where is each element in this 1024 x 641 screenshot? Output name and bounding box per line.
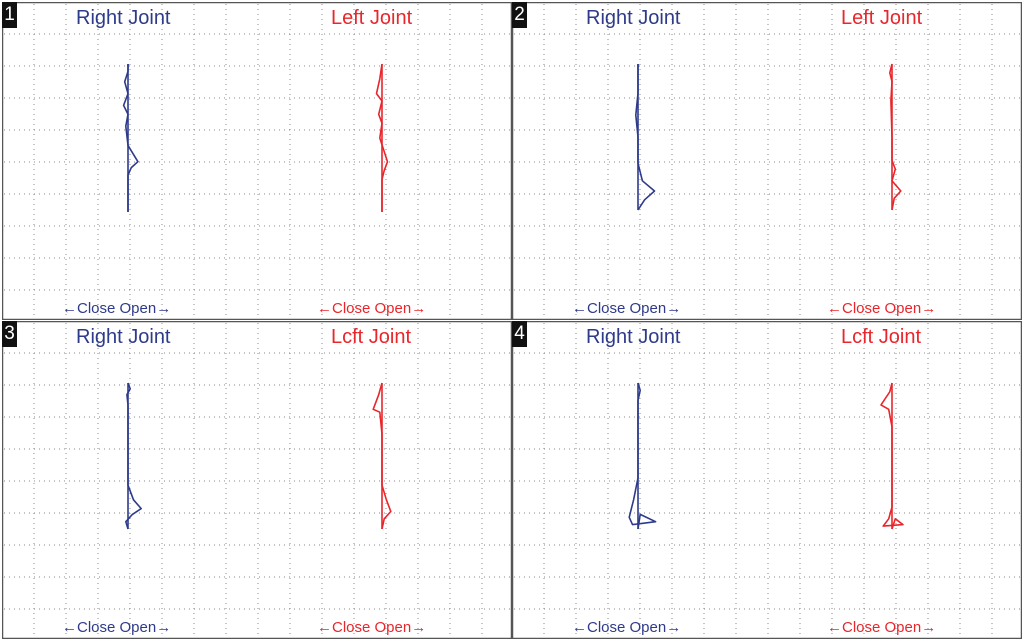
right-joint-title: Right Joint <box>76 7 171 29</box>
grid-lines <box>2 2 512 320</box>
left-joint-trace <box>375 63 389 212</box>
left-joint-trace <box>888 63 902 211</box>
panel-number-badge: 1 <box>2 2 17 28</box>
right-axis-caption: ←Close Open→ <box>572 300 682 317</box>
left-axis-caption: ←Close Open→ <box>317 619 427 636</box>
panel-number-badge: 2 <box>512 2 527 28</box>
panel-border <box>512 2 1022 320</box>
left-joint-trace <box>880 382 904 530</box>
right-axis-caption: ←Close Open→ <box>62 619 172 636</box>
left-joint-title: Lcft Joint <box>331 326 412 348</box>
left-joint-title: Lcft Joint <box>841 326 922 348</box>
right-axis-caption: ←Close Open→ <box>572 619 682 636</box>
panel-border <box>2 321 512 639</box>
right-joint-title: Right Joint <box>76 326 171 348</box>
right-axis-caption: ←Close Open→ <box>62 300 172 317</box>
chart-panel-1: 1 Right Joint Left Joint ←Close Open→ ←C… <box>2 2 512 320</box>
right-joint-trace <box>628 382 657 530</box>
grid-lines <box>2 321 512 639</box>
chart-panel-4: 4 Right Joint Lcft Joint ←Close Open→ ←C… <box>512 321 1022 639</box>
right-joint-trace <box>122 64 139 212</box>
panel-number-badge: 3 <box>2 321 17 347</box>
left-joint-title: Left Joint <box>331 7 413 29</box>
left-joint-title: Left Joint <box>841 7 923 29</box>
right-joint-trace <box>125 382 142 530</box>
panel-number-badge: 4 <box>512 321 527 347</box>
left-axis-caption: ←Close Open→ <box>827 300 937 317</box>
right-joint-title: Right Joint <box>586 7 681 29</box>
left-axis-caption: ←Close Open→ <box>317 300 427 317</box>
grid-lines <box>512 2 1022 320</box>
right-joint-title: Right Joint <box>586 326 681 348</box>
right-joint-series-line <box>122 64 139 212</box>
chart-panel-3: 3 Right Joint Lcft Joint ←Close Open→ ←C… <box>2 321 512 639</box>
chart-panel-2: 2 Right Joint Left Joint ←Close Open→ ←C… <box>512 2 1022 320</box>
right-joint-trace <box>635 64 656 211</box>
left-axis-caption: ←Close Open→ <box>827 619 937 636</box>
panel-border <box>512 321 1022 639</box>
right-joint-series-line <box>628 382 657 530</box>
grid-lines <box>512 321 1022 639</box>
panel-border <box>2 2 512 320</box>
left-joint-trace <box>372 382 392 530</box>
